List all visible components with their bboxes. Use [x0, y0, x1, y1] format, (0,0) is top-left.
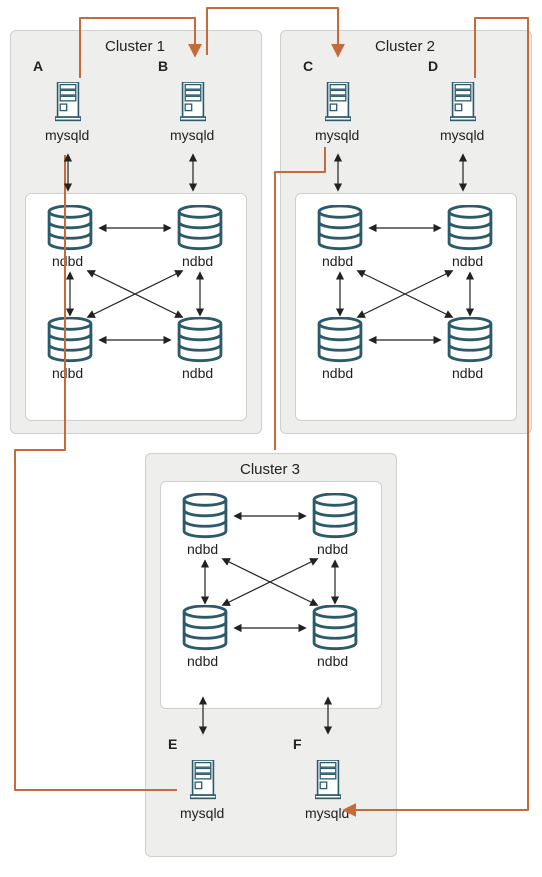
- server-icon-D: [450, 82, 476, 127]
- ndb-label: ndbd: [52, 365, 83, 381]
- ndb-label: ndbd: [182, 365, 213, 381]
- node-letter-B: B: [158, 58, 168, 74]
- node-label-A: mysqld: [45, 127, 89, 143]
- ndb-label: ndbd: [452, 253, 483, 269]
- diagram-canvas: Cluster 1 Amysqld Bmysqld ndbd ndbd ndbd: [0, 0, 542, 877]
- server-icon-A: [55, 82, 81, 127]
- ndb-label: ndbd: [317, 653, 348, 669]
- node-label-D: mysqld: [440, 127, 484, 143]
- db-icon: [446, 205, 494, 256]
- node-letter-A: A: [33, 58, 43, 74]
- db-icon: [46, 317, 94, 368]
- ndb-label: ndbd: [452, 365, 483, 381]
- cluster-title-c3: Cluster 3: [240, 461, 300, 478]
- node-label-E: mysqld: [180, 805, 224, 821]
- db-icon: [311, 493, 359, 544]
- server-icon-F: [315, 760, 341, 805]
- server-icon-E: [190, 760, 216, 805]
- server-icon-B: [180, 82, 206, 127]
- node-label-B: mysqld: [170, 127, 214, 143]
- db-icon: [46, 205, 94, 256]
- db-icon: [316, 317, 364, 368]
- node-letter-C: C: [303, 58, 313, 74]
- node-letter-F: F: [293, 736, 302, 752]
- ndb-label: ndbd: [182, 253, 213, 269]
- ndb-label: ndbd: [187, 653, 218, 669]
- ndb-label: ndbd: [322, 365, 353, 381]
- ndb-label: ndbd: [187, 541, 218, 557]
- node-label-C: mysqld: [315, 127, 359, 143]
- node-letter-D: D: [428, 58, 438, 74]
- db-icon: [446, 317, 494, 368]
- db-icon: [176, 205, 224, 256]
- db-icon: [311, 605, 359, 656]
- db-icon: [316, 205, 364, 256]
- node-letter-E: E: [168, 736, 177, 752]
- ndb-label: ndbd: [317, 541, 348, 557]
- ndb-label: ndbd: [322, 253, 353, 269]
- cluster-title-c1: Cluster 1: [105, 38, 165, 55]
- db-icon: [181, 493, 229, 544]
- server-icon-C: [325, 82, 351, 127]
- node-label-F: mysqld: [305, 805, 349, 821]
- db-icon: [176, 317, 224, 368]
- ndb-label: ndbd: [52, 253, 83, 269]
- cluster-title-c2: Cluster 2: [375, 38, 435, 55]
- db-icon: [181, 605, 229, 656]
